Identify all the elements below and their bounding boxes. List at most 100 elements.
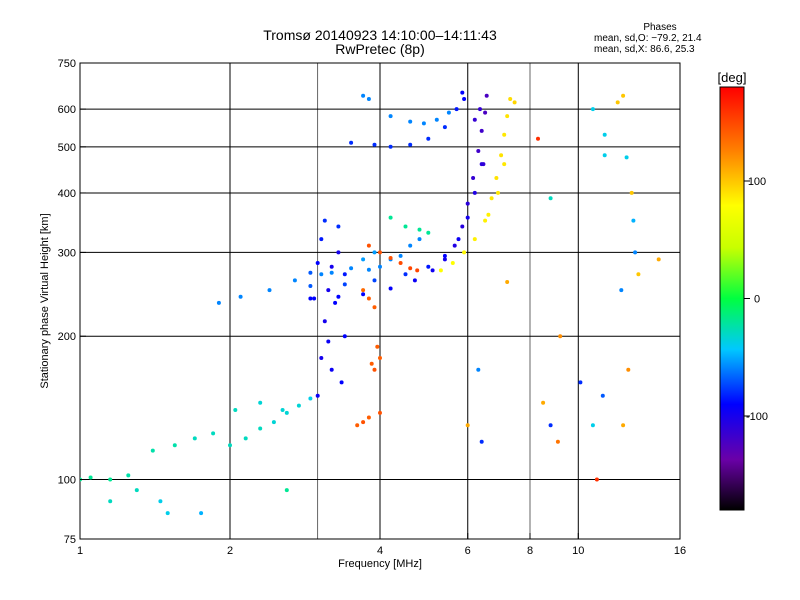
data-point (460, 90, 465, 95)
data-point (536, 136, 540, 141)
data-points (80, 90, 661, 516)
data-point (372, 305, 377, 310)
data-point (415, 268, 420, 273)
data-point (88, 475, 93, 480)
y-axis-label: Stationary phase Virtual Height [km] (39, 213, 51, 388)
data-point (336, 294, 341, 299)
data-point (656, 257, 661, 262)
data-point (211, 431, 216, 436)
data-point (388, 114, 393, 119)
x-tick-label: 6 (465, 545, 471, 557)
data-point (216, 300, 221, 305)
data-point (238, 294, 243, 299)
data-point (243, 436, 248, 441)
data-point (361, 93, 366, 98)
data-point (462, 250, 467, 255)
data-point (150, 448, 155, 453)
data-point (631, 218, 636, 223)
x-tick-label: 2 (227, 545, 233, 557)
data-point (502, 162, 507, 167)
data-point (615, 100, 620, 105)
data-point (378, 356, 382, 360)
data-point (508, 97, 513, 101)
data-point (541, 400, 546, 405)
data-point (626, 367, 631, 372)
data-point (315, 393, 320, 398)
data-point (450, 261, 455, 265)
chart-title: Tromsø 20140923 14:10:00–14:11:43 (263, 27, 497, 43)
data-point (600, 393, 605, 398)
data-point (388, 144, 393, 149)
colorbar-ticks: 100 0 -100 (744, 176, 768, 423)
data-point (502, 132, 507, 137)
data-point (366, 415, 371, 420)
data-point (494, 176, 499, 180)
data-point (388, 286, 393, 291)
data-point (512, 100, 517, 105)
colorbar (719, 86, 745, 511)
data-point (636, 272, 641, 277)
data-point (590, 423, 595, 428)
data-point (452, 243, 457, 248)
data-point (624, 155, 629, 160)
data-point (430, 268, 435, 273)
y-tick-label: 750 (58, 58, 76, 70)
data-point (398, 253, 403, 258)
y-tick-label: 500 (58, 142, 76, 154)
data-point (322, 218, 327, 223)
data-point (456, 237, 461, 242)
x-tick-label: 10 (572, 545, 584, 557)
data-point (315, 261, 320, 265)
data-point (336, 250, 341, 255)
data-point (369, 361, 374, 366)
data-point (308, 396, 313, 401)
data-point (284, 410, 289, 415)
colorbar-tick-label: 100 (748, 176, 766, 188)
x-tick-label: 8 (527, 545, 533, 557)
data-point (333, 300, 338, 305)
data-point (483, 110, 488, 115)
data-point (590, 107, 595, 112)
y-tick-label: 100 (58, 475, 76, 487)
data-point (308, 296, 313, 301)
y-tick-label: 600 (58, 104, 76, 116)
data-point (366, 97, 371, 101)
data-point (408, 119, 413, 124)
x-tick-label: 4 (377, 545, 383, 557)
data-point (462, 97, 467, 101)
data-point (366, 243, 371, 248)
data-point (378, 410, 382, 415)
data-point (342, 334, 347, 339)
data-point (319, 237, 324, 242)
colorbar-label: [deg] (718, 70, 747, 85)
data-point (336, 224, 341, 229)
data-point (375, 344, 380, 349)
data-point (228, 443, 232, 448)
data-point (602, 132, 607, 137)
x-axis-label: Frequency [MHz] (338, 558, 422, 570)
data-point (158, 499, 163, 504)
data-point (548, 423, 553, 428)
data-point (499, 153, 504, 158)
data-point (296, 403, 301, 408)
y-tick-label: 200 (58, 331, 76, 343)
data-point (417, 237, 422, 242)
data-point (329, 367, 334, 372)
data-point (319, 356, 324, 360)
data-point (489, 196, 494, 201)
data-point (417, 227, 422, 232)
data-point (454, 107, 459, 112)
data-point (378, 250, 382, 255)
data-point (472, 117, 477, 122)
data-point (486, 212, 491, 217)
data-point (408, 243, 413, 248)
phases-heading: Phases (643, 22, 677, 33)
data-point (496, 190, 500, 195)
data-point (233, 408, 238, 412)
data-point (292, 278, 297, 283)
data-point (284, 488, 289, 493)
phases-x-mode-stats: mean, sd,X: 86.6, 25.3 (594, 44, 695, 55)
data-point (398, 261, 403, 265)
data-point (442, 253, 447, 258)
data-point (484, 93, 489, 98)
